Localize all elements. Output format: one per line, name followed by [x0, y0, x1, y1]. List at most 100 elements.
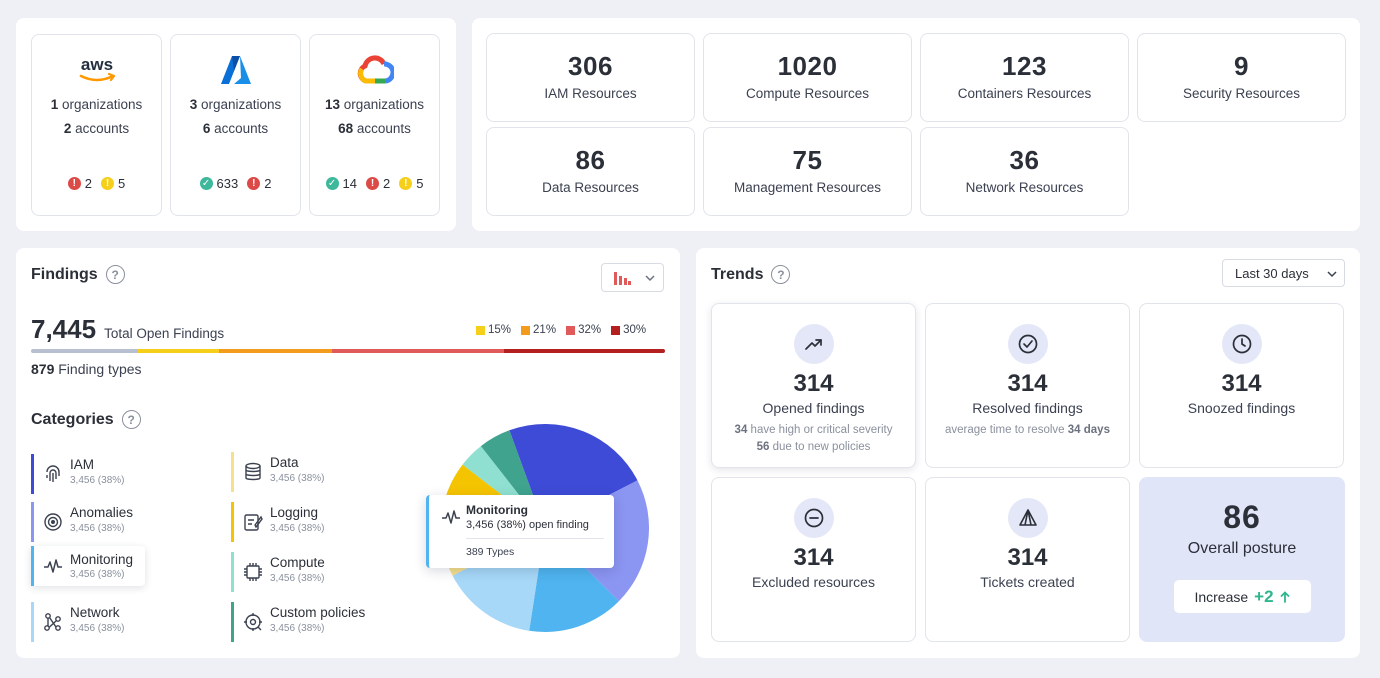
- legend-high: 32%: [566, 324, 601, 336]
- date-range-dropdown[interactable]: Last 30 days: [1222, 259, 1345, 287]
- trend-resolved-findings[interactable]: 314 Resolved findings average time to re…: [925, 303, 1130, 468]
- azure-logo-icon: [171, 47, 300, 93]
- posture-label: Overall posture: [1187, 540, 1297, 557]
- resource-label: Data Resources: [542, 180, 639, 195]
- error-icon: !: [247, 177, 261, 190]
- severity-bar-segment-3: [503, 349, 665, 353]
- account-count: 6 accounts: [202, 121, 269, 136]
- help-icon[interactable]: ?: [121, 410, 141, 429]
- check-circle-icon: [1007, 324, 1048, 364]
- overall-posture-card[interactable]: 86 Overall posture Increase +2: [1139, 477, 1345, 642]
- account-count: 2 accounts: [63, 121, 130, 136]
- posture-change-badge: Increase +2: [1173, 580, 1311, 613]
- category-logging[interactable]: Logging 3,456 (38%): [231, 502, 411, 542]
- fingerprint-icon: [46, 465, 60, 482]
- legend-low: 15%: [476, 324, 511, 336]
- category-custom-policies[interactable]: Custom policies 3,456 (38%): [231, 602, 411, 642]
- resource-label: Containers Resources: [957, 86, 1092, 101]
- database-icon: [245, 462, 261, 481]
- aws-logo-icon: aws: [32, 47, 161, 93]
- resource-label: Network Resources: [965, 180, 1084, 195]
- error-icon: !: [366, 177, 379, 190]
- trending-up-icon: [793, 324, 834, 364]
- resources-panel: 306 IAM Resources 1020 Compute Resources…: [472, 18, 1360, 231]
- trend-snoozed-findings[interactable]: 314 Snoozed findings: [1139, 303, 1344, 468]
- category-anomalies[interactable]: Anomalies 3,456 (38%): [31, 502, 211, 542]
- resource-value: 306: [568, 51, 613, 81]
- providers-panel: aws 1 organizations 2 accounts ! 2 ! 5 3 o…: [16, 18, 456, 231]
- category-compute[interactable]: Compute 3,456 (38%): [231, 552, 411, 592]
- account-count: 68 accounts: [338, 121, 411, 136]
- legend-medium: 21%: [521, 324, 556, 336]
- category-iam[interactable]: IAM 3,456 (38%): [31, 454, 211, 494]
- org-count: 13 organizations: [324, 97, 425, 112]
- minus-circle-icon: [793, 498, 834, 538]
- resource-card-network[interactable]: 36 Network Resources: [920, 127, 1129, 216]
- provider-card-azure[interactable]: 3 organizations 6 accounts ✓ 633 ! 2: [170, 34, 301, 216]
- total-findings: 7,445 Total Open Findings: [31, 314, 225, 344]
- anomaly-icon: [44, 513, 62, 531]
- severity-legend: 15% 21% 32% 30%: [476, 324, 646, 336]
- severity-bar-segment-1: [219, 349, 332, 353]
- trends-title: Trends ?: [711, 265, 791, 284]
- finding-types: 879 Finding types: [31, 361, 142, 377]
- resource-value: 9: [1234, 51, 1249, 81]
- svg-text:aws: aws: [80, 55, 112, 74]
- trend-opened-findings[interactable]: 314 Opened findings 34 have high or crit…: [711, 303, 916, 468]
- category-monitoring[interactable]: Monitoring 3,456 (38%): [31, 546, 145, 586]
- resource-value: 123: [1002, 51, 1047, 81]
- status-badges: ✓ 633 ! 2: [171, 176, 300, 191]
- org-count: 1 organizations: [50, 97, 143, 112]
- custom-policy-icon: [244, 613, 262, 631]
- check-icon: ✓: [199, 177, 213, 190]
- resource-label: Security Resources: [1182, 86, 1301, 101]
- trend-tickets-created[interactable]: 314 Tickets created: [925, 477, 1130, 642]
- pulse-icon: [442, 510, 460, 524]
- bar-chart-icon: [614, 272, 631, 285]
- provider-card-gcp[interactable]: 13 organizations 68 accounts ✓ 14 ! 2 ! 5: [309, 34, 440, 216]
- resource-label: Compute Resources: [745, 86, 870, 101]
- severity-bar-segment-2: [331, 349, 504, 353]
- category-data[interactable]: Data 3,456 (38%): [231, 452, 411, 492]
- category-network[interactable]: Network 3,456 (38%): [31, 602, 211, 642]
- severity-bar: [31, 349, 665, 353]
- resource-card-iam[interactable]: 306 IAM Resources: [486, 33, 695, 122]
- resource-card-data[interactable]: 86 Data Resources: [486, 127, 695, 216]
- findings-title: Findings ?: [31, 265, 125, 284]
- resource-label: IAM Resources: [544, 86, 637, 101]
- resource-value: 36: [1009, 145, 1040, 175]
- resource-value: 1020: [777, 51, 838, 81]
- legend-critical: 30%: [611, 324, 646, 336]
- chevron-down-icon: [645, 275, 655, 282]
- resource-label: Management Resources: [733, 180, 882, 195]
- resource-card-containers[interactable]: 123 Containers Resources: [920, 33, 1129, 122]
- clock-icon: [1221, 324, 1262, 364]
- resource-card-security[interactable]: 9 Security Resources: [1137, 33, 1346, 122]
- resource-value: 75: [792, 145, 823, 175]
- resource-card-management[interactable]: 75 Management Resources: [703, 127, 912, 216]
- arrow-up-icon: [1280, 590, 1289, 603]
- trend-excluded-resources[interactable]: 314 Excluded resources: [711, 477, 916, 642]
- severity-bar-segment-0: [138, 349, 220, 353]
- chart-tooltip: Monitoring 3,456 (38%) open finding 389 …: [426, 495, 614, 568]
- chart-type-dropdown[interactable]: [601, 263, 664, 292]
- categories-title: Categories ?: [31, 410, 141, 429]
- warning-icon: !: [399, 177, 413, 190]
- cpu-icon: [244, 563, 262, 581]
- check-icon: ✓: [325, 177, 339, 190]
- chevron-down-icon: [1327, 271, 1337, 278]
- status-badges: ! 2 ! 5: [32, 176, 161, 191]
- ticket-icon: [1007, 498, 1048, 538]
- help-icon[interactable]: ?: [105, 265, 125, 284]
- findings-panel: Findings ? 7,445 Total Open Findings 15%…: [16, 248, 680, 658]
- logging-icon: [244, 514, 263, 531]
- provider-card-aws[interactable]: aws 1 organizations 2 accounts ! 2 ! 5: [31, 34, 162, 216]
- trends-panel: Trends ? Last 30 days 314 Opened finding…: [696, 248, 1360, 658]
- warning-icon: !: [101, 177, 114, 190]
- google-cloud-logo-icon: [310, 47, 439, 93]
- resource-value: 86: [575, 145, 606, 175]
- resource-card-compute[interactable]: 1020 Compute Resources: [703, 33, 912, 122]
- pulse-icon: [44, 559, 62, 573]
- help-icon[interactable]: ?: [771, 265, 791, 284]
- status-badges: ✓ 14 ! 2 ! 5: [310, 176, 439, 191]
